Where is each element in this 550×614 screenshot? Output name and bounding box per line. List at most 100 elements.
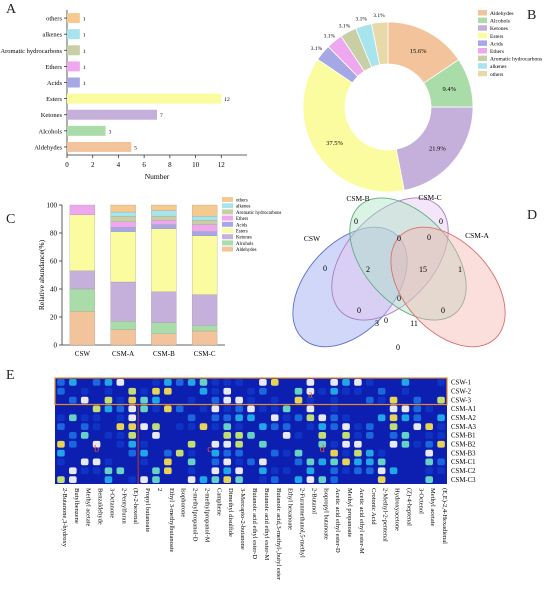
a-category-label: alkenes [43,32,63,39]
c-legend-swatch [222,215,233,221]
e-heatmap-spot [318,423,327,430]
e-row-label: CSM-B3 [451,450,476,457]
d-region-count: 0 [323,264,327,273]
e-column-label: 2-Methyl-2-pentenal [382,488,389,542]
e-region-label: a [308,389,313,400]
e-heatmap-spot [294,387,303,395]
e-heatmap-spot [401,414,410,422]
e-heatmap-spot [92,405,101,413]
c-legend-label: Esters [236,230,248,235]
e-column-label: 2-Pentylfuran [120,488,127,524]
e-region-label: c [207,444,212,455]
e-column-label: Isophorone [180,488,187,517]
e-heatmap-spot [282,405,291,413]
e-heatmap-spot [413,405,422,413]
e-row-label: CSM-B1 [451,433,476,440]
e-heatmap-spot [164,458,172,466]
e-heatmap-spot [235,405,243,413]
e-heatmap-spot [354,467,362,475]
e-heatmap-spot [223,476,232,483]
d-set-label: CSM-A [465,231,489,240]
e-heatmap-spot [92,414,101,422]
c-legend-swatch [222,203,233,209]
e-heatmap-spot [187,440,196,448]
c-y-tick-label: 20 [50,314,58,322]
e-heatmap-spot [377,467,386,475]
c-bar-segment [110,231,136,283]
e-heatmap-spot [235,432,243,439]
e-heatmap-spot [330,396,338,404]
e-heatmap-spot [152,467,160,475]
e-heatmap-spot [164,379,172,386]
b-slice-label: 3.1% [324,33,336,39]
e-column-label: Ethyl hexanoate [287,488,294,530]
e-heatmap-spot [199,379,208,386]
e-heatmap-spot [175,449,184,457]
c-legend-swatch [222,246,233,252]
panel-label-a: A [6,2,17,17]
e-heatmap-spot [57,458,65,466]
e-column-label: Ethyl 3-methylbutanoate [168,488,175,553]
e-heatmap-spot [92,379,101,386]
a-x-tick-label: 12 [218,161,226,169]
e-heatmap-spot [104,387,113,395]
e-heatmap-spot [140,440,148,448]
c-y-tick-label: 60 [50,258,58,266]
b-slice-label: 21.9% [429,145,446,152]
e-heatmap-spot [57,423,65,430]
b-legend-swatch [478,55,487,62]
e-heatmap-spot [223,414,232,422]
e-region-label: d [320,444,325,455]
a-bar [67,77,80,88]
e-heatmap-spot [342,467,350,475]
e-heatmap-spot [330,414,338,422]
e-heatmap-spot [104,432,113,439]
e-heatmap-background [55,378,447,484]
e-heatmap-spot [354,449,362,457]
e-heatmap-spot [152,423,160,430]
c-y-axis-title: Relative abundance(%) [37,239,46,310]
e-heatmap-spot [401,432,410,439]
c-legend-label: Ethers [236,217,248,222]
e-heatmap-spot [306,405,315,413]
a-bar [67,125,106,136]
a-category-label: Acids [47,80,63,87]
e-heatmap-spot [259,379,267,386]
e-heatmap-spot [247,432,255,439]
e-heatmap-spot [128,423,137,430]
e-heatmap-spot [306,414,315,422]
c-legend-label: others [236,199,248,204]
e-heatmap-spot [270,476,279,483]
e-heatmap-spot [306,379,315,386]
e-column-label: 2-Butanol [310,488,317,514]
c-bar-segment [69,204,96,215]
c-y-tick-label: 100 [47,202,58,210]
e-column-label: Propyl butanoate [144,488,151,532]
a-bar-value-label: 3 [109,129,112,135]
d-region-count: 2 [366,265,370,274]
e-heatmap-spot [211,449,220,457]
e-column-label: Methyl propanoate [346,488,353,537]
e-column-label: Butanoic acid ethyl ester-M [263,488,270,560]
c-bar-segment [191,235,218,295]
b-slice-label: 9.4% [442,86,456,93]
a-bar-value-label: 1 [83,49,86,55]
e-heatmap-spot [235,440,243,448]
e-heatmap-spot [223,396,232,404]
e-heatmap-spot [140,449,148,457]
e-heatmap-spot [437,458,445,466]
e-heatmap-spot [354,458,362,466]
e-heatmap-spot [69,440,77,448]
e-heatmap-spot [80,414,89,422]
e-row-label: CSW-3 [451,397,472,404]
e-heatmap-spot [211,379,220,386]
e-heatmap-spot [247,396,255,404]
e-heatmap-spot [437,440,445,448]
e-heatmap-spot [116,432,125,439]
e-heatmap-spot [318,458,327,466]
e-heatmap-spot [80,467,89,475]
e-heatmap-spot [128,396,137,404]
e-heatmap-spot [164,449,172,457]
